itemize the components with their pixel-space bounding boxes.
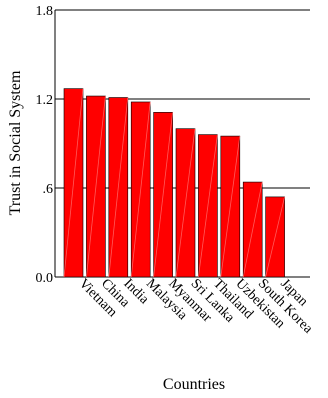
- bar-shade: [130, 101, 151, 278]
- y-tick-label: 1.2: [36, 93, 54, 108]
- bar-shade: [153, 112, 173, 278]
- y-tick-label: .6: [43, 182, 54, 197]
- bar-shade: [265, 196, 285, 278]
- bar-shade: [86, 95, 106, 278]
- bar-shade: [108, 97, 129, 278]
- bar-shade: [220, 136, 241, 278]
- y-tick-label: 0.0: [36, 271, 54, 286]
- bar-shade: [175, 128, 196, 278]
- x-axis-title: Countries: [163, 376, 225, 393]
- y-tick-labels: 0.0 .6 1.2 1.8: [36, 4, 54, 286]
- bar-shade: [242, 181, 263, 278]
- bar-shade: [63, 88, 84, 278]
- bar-shade: [198, 134, 218, 278]
- bars: [63, 88, 285, 278]
- y-axis-title: Trust in Social System: [7, 70, 24, 215]
- y-tick-label: 1.8: [36, 4, 54, 19]
